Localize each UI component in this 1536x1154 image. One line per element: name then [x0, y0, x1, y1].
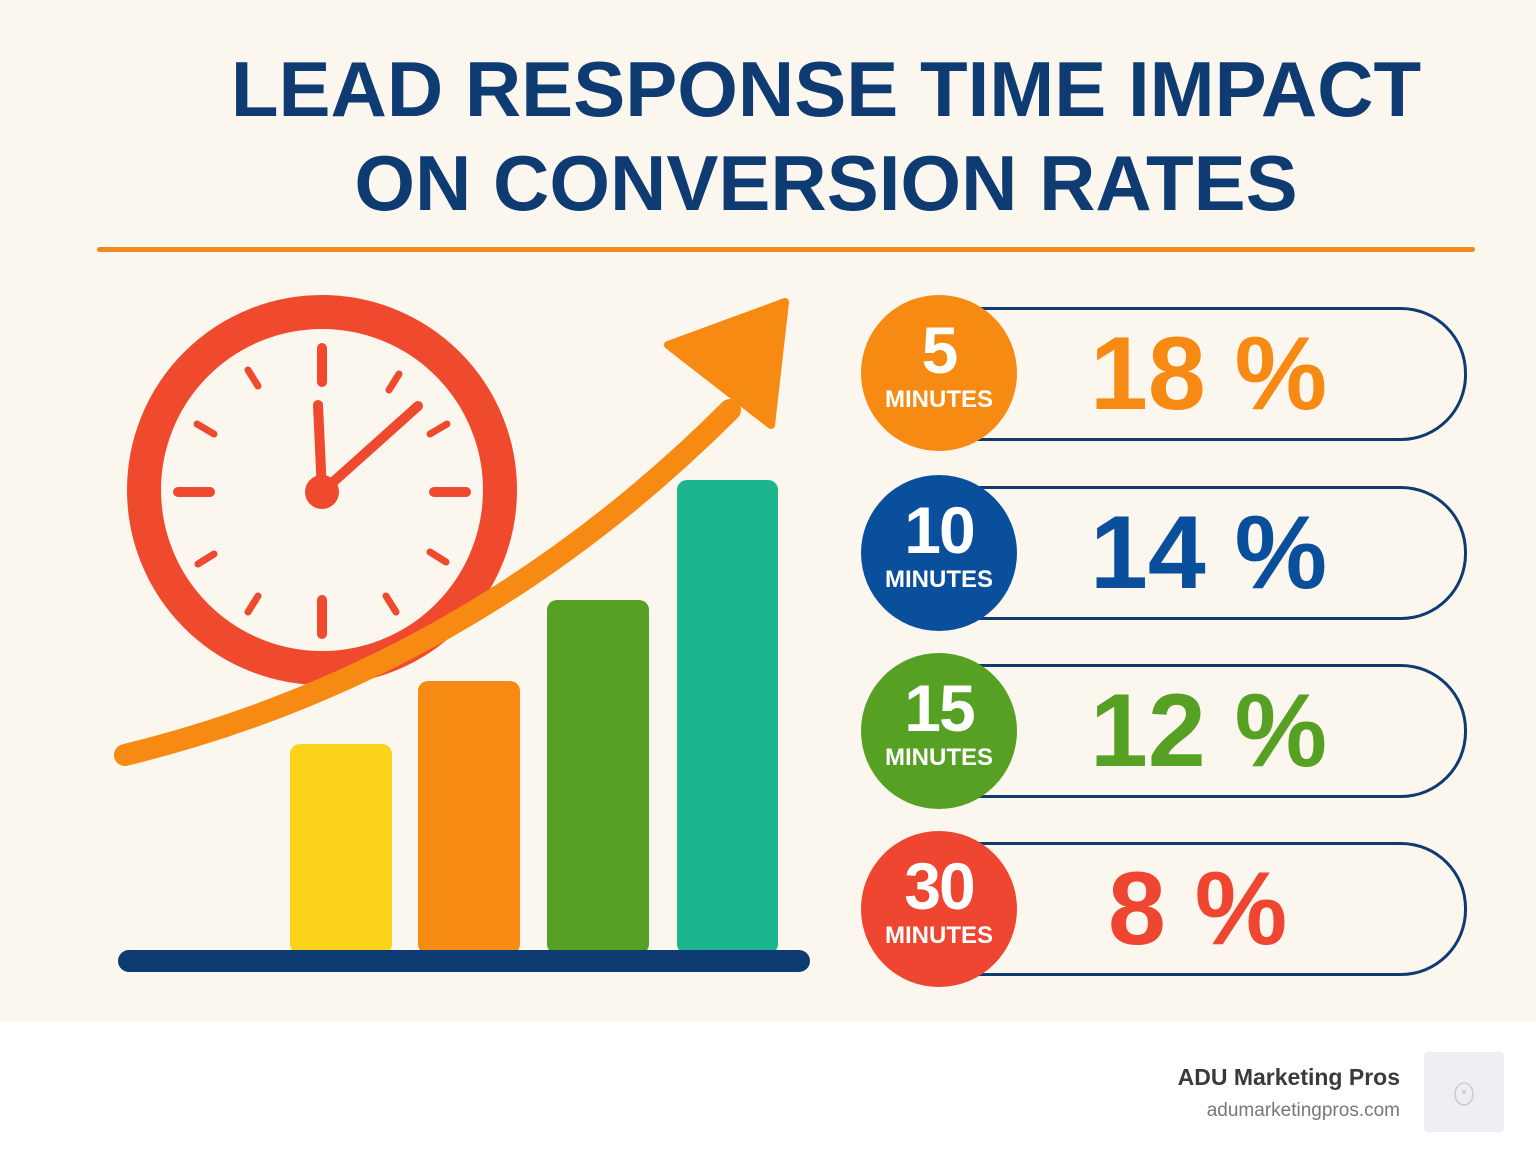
stat-percent: 12 %	[1090, 673, 1328, 789]
footer-url[interactable]: adumarketingpros.com	[1206, 1100, 1400, 1121]
bar-teal	[677, 480, 778, 954]
infographic-canvas: LEAD RESPONSE TIME IMPACT ON CONVERSION …	[0, 0, 1536, 1022]
illustration	[114, 295, 810, 972]
stat-percent: 14 %	[1090, 495, 1328, 611]
stat-pill	[930, 486, 1467, 620]
stat-unit: MINUTES	[885, 744, 993, 771]
title-line-2: ON CONVERSION RATES	[354, 139, 1298, 227]
bar-orange	[418, 681, 520, 954]
stat-number: 30	[904, 849, 975, 923]
clock-icon	[127, 295, 517, 685]
stat-number: 5	[921, 313, 959, 387]
stat-number: 15	[904, 671, 975, 745]
stat-badge: 15 MINUTES	[861, 653, 1017, 809]
title-divider	[97, 247, 1475, 252]
bar-yellow	[290, 744, 392, 954]
stat-badge: 10 MINUTES	[861, 475, 1017, 631]
chart-baseline	[118, 950, 810, 972]
stat-number: 10	[904, 493, 975, 567]
bar-green	[547, 600, 649, 954]
title-line-1: LEAD RESPONSE TIME IMPACT	[230, 45, 1422, 133]
footer-brand: ADU Marketing Pros	[1177, 1064, 1400, 1090]
stat-badge: 5 MINUTES	[861, 295, 1017, 451]
stat-unit: MINUTES	[885, 386, 993, 413]
bear-logo-icon	[1424, 1052, 1504, 1132]
stat-pill	[930, 664, 1467, 798]
stat-percent: 8 %	[1108, 851, 1288, 967]
trend-arrow-icon	[114, 298, 789, 766]
stat-unit: MINUTES	[885, 566, 993, 593]
stat-badge: 30 MINUTES	[861, 831, 1017, 987]
stat-unit: MINUTES	[885, 922, 993, 949]
stat-pill	[930, 307, 1467, 441]
stat-pill	[930, 842, 1467, 976]
stat-percent: 18 %	[1090, 316, 1328, 432]
